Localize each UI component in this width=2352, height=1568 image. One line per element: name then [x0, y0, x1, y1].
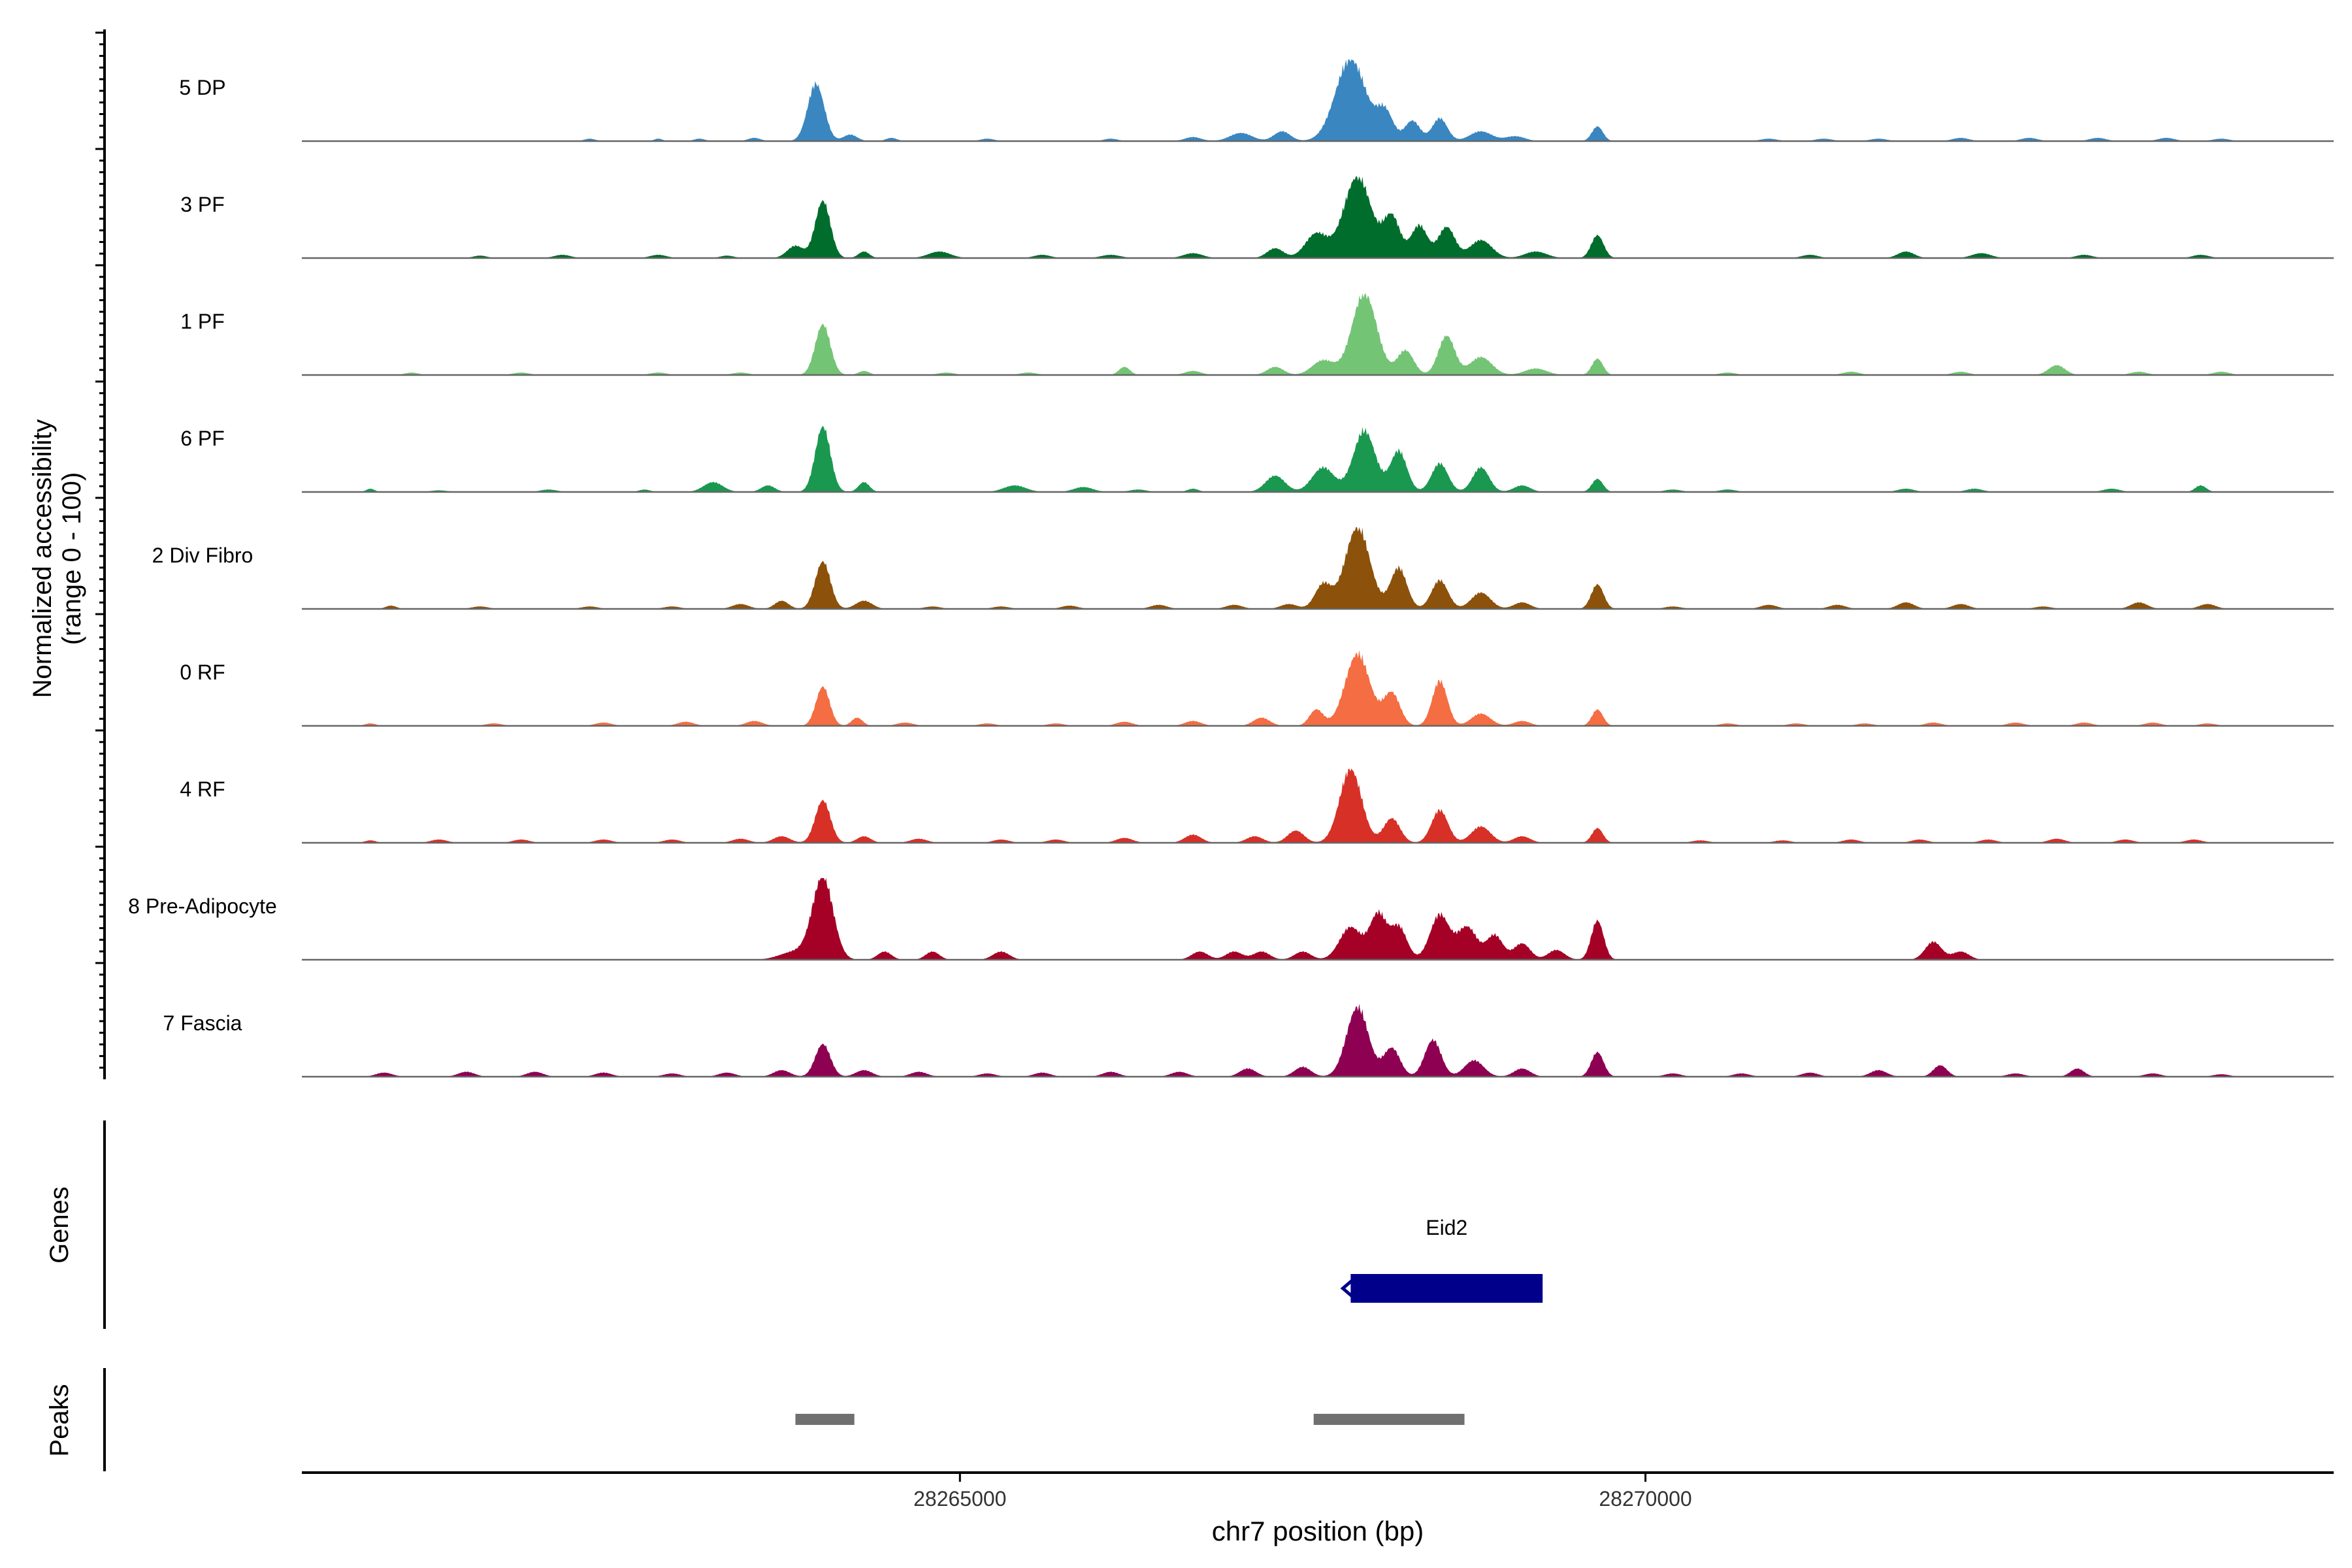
x-axis: 28265000 28270000	[302, 1471, 2334, 1511]
coverage-area	[302, 878, 2334, 960]
track-3-pf: 3 PF	[180, 176, 2334, 259]
coverage-area	[302, 650, 2334, 726]
x-axis-tick-label: 28265000	[913, 1487, 1006, 1511]
coverage-area	[302, 425, 2334, 492]
coverage-y-ticks	[95, 31, 105, 1069]
track-6-pf: 6 PF	[180, 425, 2334, 493]
gene-body-eid2	[1350, 1274, 1543, 1303]
track-label: 2 Div Fibro	[152, 544, 253, 567]
gene-strand-arrow-icon	[1340, 1279, 1353, 1298]
track-label: 6 PF	[180, 427, 225, 450]
coverage-area	[302, 527, 2334, 609]
track-8-pre-adipocyte: 8 Pre-Adipocyte	[128, 878, 2334, 961]
y-axis-label: Normalized accessibility	[28, 419, 57, 698]
track-4-rf: 4 RF	[180, 768, 2334, 844]
track-1-pf: 1 PF	[180, 293, 2334, 376]
track-0-rf: 0 RF	[180, 650, 2334, 727]
gene-label-eid2: Eid2	[1426, 1216, 1467, 1239]
track-7-fascia: 7 Fascia	[163, 1004, 2334, 1078]
coverage-area	[302, 59, 2334, 141]
track-label: 4 RF	[180, 777, 225, 801]
track-2-div-fibro: 2 Div Fibro	[152, 527, 2334, 610]
genes-track: Genes Eid2	[45, 1120, 1543, 1329]
coverage-tracks: 5 DP 3 PF 1 PF 6 PF 2 Div Fibro 0 RF 4 RF 8 Pre…	[128, 59, 2334, 1078]
track-label: 8 Pre-Adipocyte	[128, 894, 277, 918]
x-axis-tick-label: 28270000	[1599, 1487, 1691, 1511]
track-label: 1 PF	[180, 310, 225, 333]
track-label: 5 DP	[179, 76, 225, 99]
track-label: 3 PF	[180, 193, 225, 216]
peak-region	[1313, 1414, 1465, 1425]
track-label: 7 Fascia	[163, 1011, 242, 1035]
peaks-track: Peaks	[45, 1368, 1465, 1471]
peak-region	[795, 1414, 855, 1425]
genes-track-label: Genes	[45, 1186, 74, 1264]
peaks-track-label: Peaks	[45, 1384, 74, 1456]
track-5-dp: 5 DP	[179, 59, 2334, 142]
coverage-area	[302, 176, 2334, 258]
y-axis-label-range: (range 0 - 100)	[57, 472, 86, 645]
x-axis-label: chr7 position (bp)	[1212, 1516, 1424, 1546]
track-label: 0 RF	[180, 661, 225, 684]
